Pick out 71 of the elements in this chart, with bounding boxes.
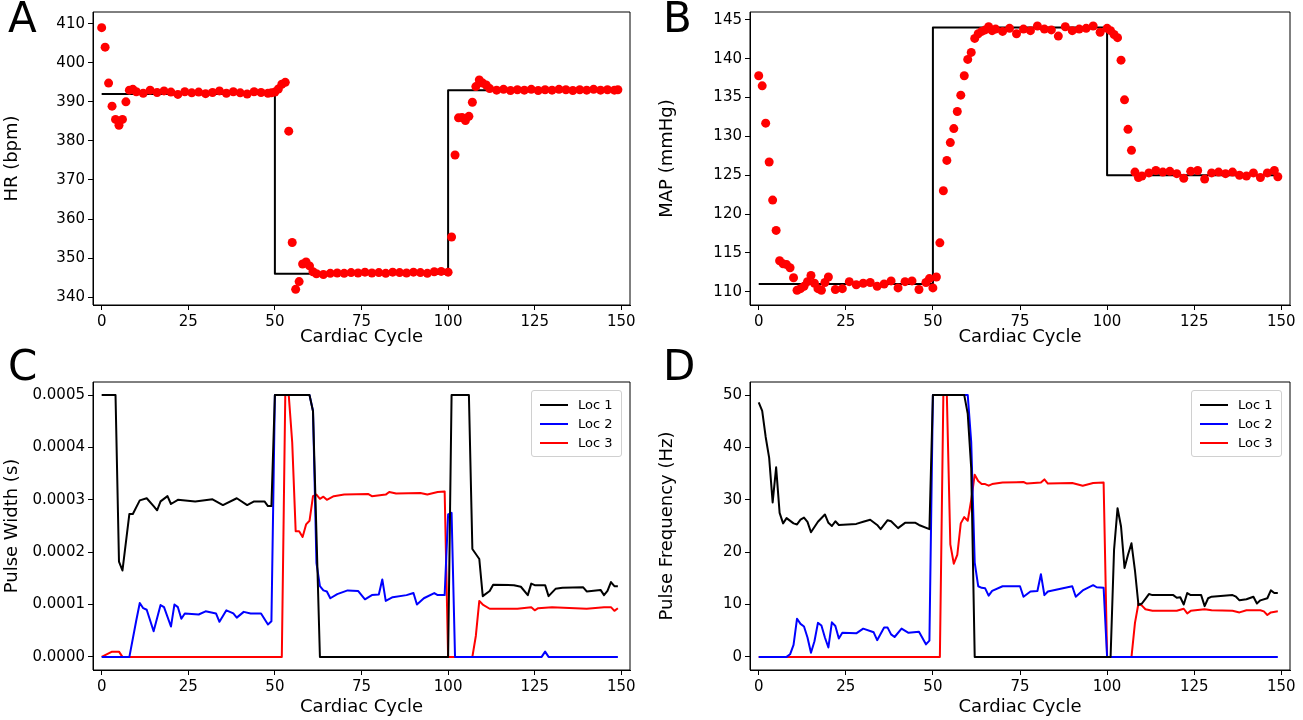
- legend-label: Loc 1: [1238, 397, 1273, 412]
- x-tick-label: 150: [607, 311, 636, 330]
- y-tick-label: 115: [713, 242, 742, 261]
- y-tick-label: 370: [56, 169, 85, 188]
- y-tick-label: 135: [713, 87, 742, 106]
- y-tick-label: 0: [732, 646, 742, 665]
- x-tick-label: 100: [1092, 311, 1122, 330]
- x-tick-label: 150: [607, 676, 636, 695]
- chart-title: B: [663, 0, 692, 42]
- x-tick-label: 125: [520, 676, 550, 695]
- legend-label: Loc 1: [578, 397, 613, 412]
- y-tick-label: 50: [722, 384, 742, 403]
- y-tick-label: 140: [713, 48, 742, 67]
- x-tick-label: 50: [923, 311, 943, 330]
- x-tick-label: 75: [1010, 676, 1030, 695]
- x-tick-label: 75: [351, 676, 372, 695]
- y-axis-title: HR (bpm): [0, 115, 22, 202]
- y-tick-label: 0.0002: [32, 542, 85, 561]
- chart-title: D: [663, 341, 696, 390]
- y-tick-label: 145: [713, 9, 742, 28]
- x-tick-label: 125: [1179, 311, 1209, 330]
- x-tick-label: 25: [836, 676, 856, 695]
- legend-label: Loc 3: [1238, 435, 1273, 450]
- y-tick-label: 0.0003: [32, 489, 85, 508]
- y-tick-label: 0.0004: [32, 437, 85, 456]
- x-tick-label: 25: [178, 311, 198, 330]
- legend-label: Loc 3: [578, 435, 613, 450]
- chart-title: A: [8, 0, 37, 42]
- x-tick-label: 100: [433, 676, 463, 695]
- y-tick-label: 40: [722, 437, 742, 456]
- y-tick-label: 380: [56, 130, 85, 149]
- legend-label: Loc 2: [1238, 416, 1273, 431]
- x-tick-label: 125: [1179, 676, 1209, 695]
- y-axis-title: MAP (mmHg): [655, 99, 677, 218]
- x-tick-label: 25: [836, 311, 856, 330]
- y-tick-label: 130: [713, 126, 742, 145]
- y-tick-label: 360: [56, 208, 85, 227]
- x-tick-label: 100: [1092, 676, 1122, 695]
- y-tick-label: 0.0001: [32, 594, 85, 613]
- y-tick-label: 120: [713, 203, 742, 222]
- x-axis-title: Cardiac Cycle: [300, 694, 423, 716]
- y-tick-label: 340: [56, 287, 85, 306]
- y-tick-label: 0.0000: [32, 646, 85, 665]
- x-tick-label: 0: [753, 311, 764, 330]
- x-tick-label: 50: [265, 676, 285, 695]
- x-tick-label: 50: [265, 311, 285, 330]
- legend-label: Loc 2: [578, 416, 613, 431]
- y-axis-title: Pulse Width (s): [0, 458, 22, 594]
- y-tick-label: 400: [56, 52, 85, 71]
- y-tick-label: 390: [56, 91, 85, 110]
- x-tick-label: 75: [1010, 311, 1030, 330]
- x-tick-label: 50: [923, 676, 943, 695]
- x-tick-label: 25: [178, 676, 198, 695]
- y-tick-label: 125: [713, 165, 742, 184]
- x-tick-label: 0: [753, 676, 764, 695]
- x-tick-label: 75: [351, 311, 372, 330]
- x-tick-label: 0: [96, 676, 107, 695]
- y-tick-label: 30: [722, 489, 742, 508]
- y-tick-label: 350: [56, 248, 85, 267]
- x-axis-title: Cardiac Cycle: [958, 694, 1082, 716]
- y-tick-label: 10: [722, 594, 742, 613]
- x-tick-label: 150: [1266, 676, 1296, 695]
- y-tick-label: 0.0005: [32, 384, 85, 403]
- y-tick-label: 20: [722, 542, 742, 561]
- x-tick-label: 0: [96, 311, 107, 330]
- x-tick-label: 150: [1266, 311, 1296, 330]
- x-tick-label: 100: [433, 311, 463, 330]
- y-axis-title: Pulse Frequency (Hz): [655, 431, 677, 621]
- y-tick-label: 110: [713, 281, 742, 300]
- y-tick-label: 410: [56, 13, 85, 32]
- x-tick-label: 125: [520, 311, 550, 330]
